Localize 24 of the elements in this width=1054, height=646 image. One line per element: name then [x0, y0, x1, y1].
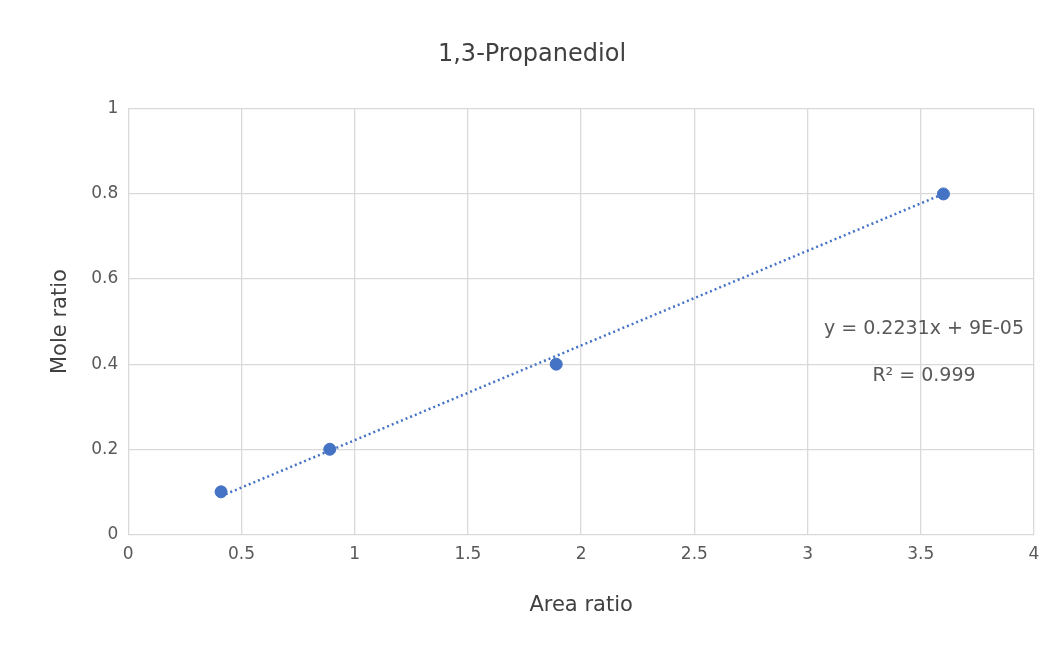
- x-tick-label: 2.5: [680, 543, 708, 564]
- annotation: R² = 0.999: [872, 362, 976, 385]
- point: [214, 485, 228, 499]
- x-tick-label: 0: [122, 543, 134, 564]
- x-tick-label: 1: [349, 543, 361, 564]
- y-tick-label: 0.6: [91, 267, 119, 288]
- y-tick-label: 1: [107, 97, 119, 118]
- chart-title: 1,3-Propanediol: [437, 38, 627, 67]
- y-tick-label: 0.8: [91, 182, 119, 203]
- annotation: y = 0.2231x + 9E-05: [823, 315, 1025, 338]
- point: [936, 187, 950, 201]
- x-tick-label: 0.5: [227, 543, 255, 564]
- x-tick-label: 2: [575, 543, 587, 564]
- y-tick-label: 0: [107, 522, 119, 543]
- x-axis-title: Area ratio: [529, 591, 633, 616]
- x-tick-label: 3.5: [907, 543, 935, 564]
- point: [549, 357, 563, 371]
- x-tick-label: 1.5: [454, 543, 482, 564]
- y-tick-label: 0.4: [91, 352, 119, 373]
- y-axis-title: Mole ratio: [47, 269, 72, 375]
- y-tick-label: 0.2: [91, 437, 119, 458]
- point: [323, 442, 337, 456]
- x-tick-label: 4: [1028, 543, 1040, 564]
- x-tick-label: 3: [802, 543, 813, 564]
